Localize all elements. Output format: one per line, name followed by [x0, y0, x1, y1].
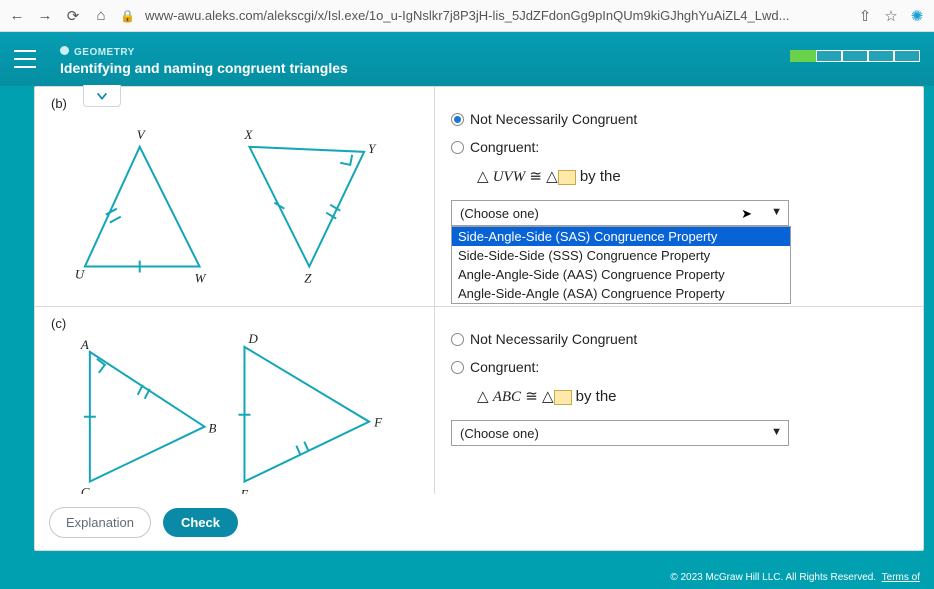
svg-text:E: E [239, 487, 248, 494]
topic-category: GEOMETRY [60, 42, 348, 60]
star-icon[interactable]: ☆ [882, 7, 900, 25]
part-c-answers: Not Necessarily Congruent Congruent: △ A… [435, 307, 923, 460]
progress-seg [842, 50, 868, 62]
menu-icon[interactable] [14, 50, 36, 68]
triangle-letters-b: UVW [493, 169, 526, 185]
dropdown-display-b: (Choose one) [460, 206, 539, 221]
lock-icon: 🔒 [120, 9, 135, 23]
svg-text:V: V [137, 127, 147, 142]
triangle-letters-c: ABC [493, 389, 521, 405]
worksheet-stage: (b) [34, 86, 924, 551]
topic-title: Identifying and naming congruent triangl… [60, 60, 348, 76]
part-c-diagram: (c) [35, 307, 434, 494]
label-not-congruent-b: Not Necessarily Congruent [470, 111, 637, 127]
svg-text:U: U [75, 267, 86, 282]
progress-seg [868, 50, 894, 62]
label-congruent-b: Congruent: [470, 139, 539, 155]
extension-icon[interactable]: ✺ [908, 7, 926, 25]
browser-toolbar: ← → ⟳ ⌂ 🔒 www-awu.aleks.com/alekscgi/x/I… [0, 0, 934, 32]
svg-text:F: F [373, 415, 383, 430]
progress-seg [790, 50, 816, 62]
svg-text:X: X [243, 127, 253, 142]
topic-header: GEOMETRY Identifying and naming congruen… [0, 32, 934, 86]
svg-text:W: W [195, 270, 207, 285]
reason-dropdown-c[interactable]: (Choose one) ▼ [451, 420, 789, 446]
dropdown-option[interactable]: Side-Side-Side (SSS) Congruence Property [452, 246, 790, 265]
part-b-answers: Not Necessarily Congruent Congruent: △ U… [435, 87, 923, 307]
progress-seg [894, 50, 920, 62]
cursor-icon: ➤ [741, 206, 752, 222]
by-the-text-b: by the [576, 168, 621, 185]
terms-link[interactable]: Terms of [882, 572, 920, 583]
chevron-down-icon: ▼ [771, 206, 782, 218]
svg-text:D: D [247, 331, 258, 346]
share-icon[interactable]: ⇧ [856, 7, 874, 25]
part-b-diagram: (b) [35, 87, 434, 307]
back-icon[interactable]: ← [8, 7, 26, 25]
radio-not-congruent-b[interactable] [451, 113, 464, 126]
svg-text:Z: Z [304, 270, 312, 285]
by-the-text-c: by the [572, 388, 617, 405]
forward-icon[interactable]: → [36, 7, 54, 25]
check-button[interactable]: Check [163, 508, 238, 537]
label-not-congruent-c: Not Necessarily Congruent [470, 331, 637, 347]
triangles-c-svg: A B C D F E [35, 307, 434, 494]
congruence-statement-b: △ UVW ≅ △ by the [451, 167, 907, 186]
svg-text:B: B [209, 421, 217, 436]
congruence-statement-c: △ ABC ≅ △ by the [451, 387, 907, 406]
dropdown-option[interactable]: Side-Angle-Side (SAS) Congruence Propert… [452, 227, 790, 246]
reason-dropdown-b[interactable]: (Choose one) ▼ ➤ Side-Angle-Side (SAS) C… [451, 200, 789, 226]
progress-seg [816, 50, 842, 62]
svg-text:A: A [80, 337, 89, 352]
radio-congruent-c[interactable] [451, 361, 464, 374]
topic-dot-icon [60, 46, 69, 55]
triangle-entry-slot-c[interactable] [554, 390, 572, 405]
address-bar[interactable]: www-awu.aleks.com/alekscgi/x/Isl.exe/1o_… [145, 8, 846, 23]
home-icon[interactable]: ⌂ [92, 7, 110, 25]
chevron-down-icon: ▼ [771, 426, 782, 438]
triangles-b-svg: V U W X Y Z [35, 87, 434, 306]
svg-text:C: C [81, 485, 90, 494]
dropdown-option[interactable]: Angle-Angle-Side (AAS) Congruence Proper… [452, 265, 790, 284]
triangle-entry-slot-b[interactable] [558, 170, 576, 185]
label-congruent-c: Congruent: [470, 359, 539, 375]
app-frame: GEOMETRY Identifying and naming congruen… [0, 32, 934, 589]
progress-bar [790, 50, 920, 62]
reason-dropdown-list-b: Side-Angle-Side (SAS) Congruence Propert… [451, 226, 791, 304]
radio-congruent-b[interactable] [451, 141, 464, 154]
dropdown-option[interactable]: Angle-Side-Angle (ASA) Congruence Proper… [452, 284, 790, 303]
footer-actions: Explanation Check [49, 507, 238, 538]
svg-text:Y: Y [368, 141, 377, 156]
radio-not-congruent-c[interactable] [451, 333, 464, 346]
copyright-text: © 2023 McGraw Hill LLC. All Rights Reser… [670, 572, 920, 583]
explanation-button[interactable]: Explanation [49, 507, 151, 538]
reload-icon[interactable]: ⟳ [64, 7, 82, 25]
dropdown-display-c: (Choose one) [460, 426, 539, 441]
